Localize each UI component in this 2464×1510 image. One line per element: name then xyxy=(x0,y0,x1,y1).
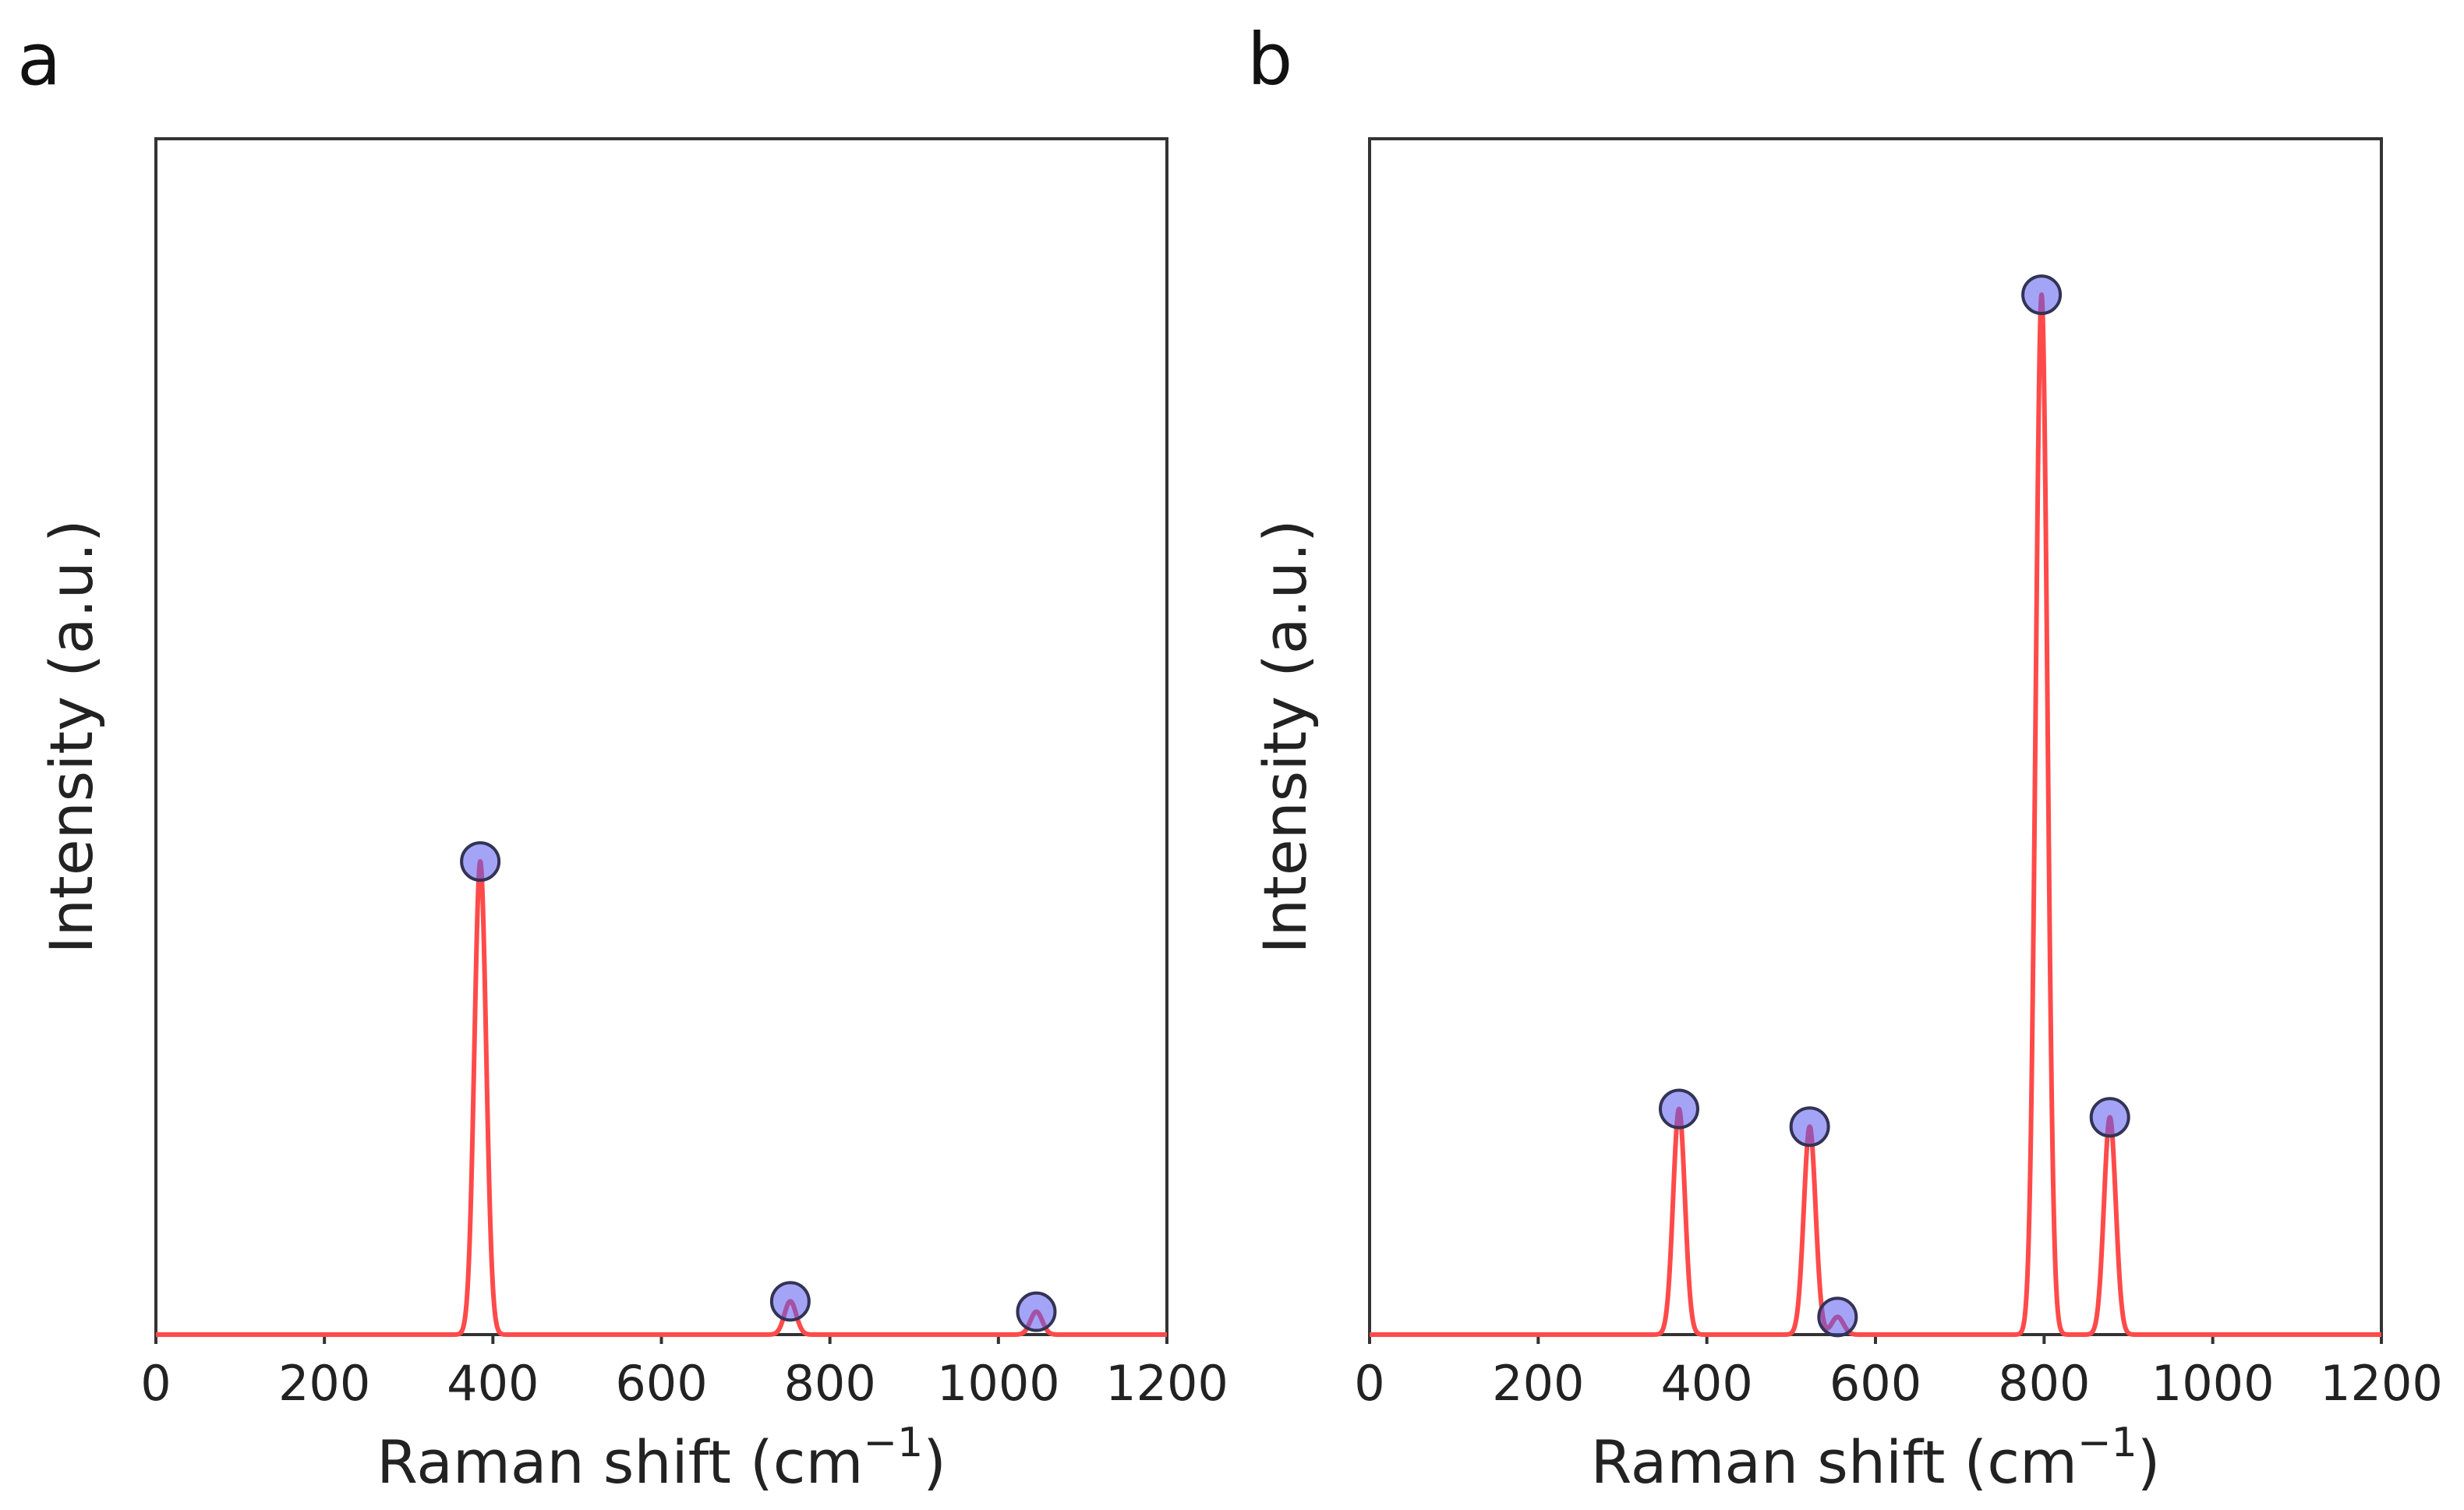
panel-b-spectrum-line xyxy=(1367,292,2384,1337)
panel-a-x-axis-label: Raman shift (cm−1) xyxy=(376,1420,946,1497)
panel-b: b 0 200 400 600 800 1000 1200 Raman shift (cm−… xyxy=(1247,18,2443,1497)
panel-b-x-tick-label-400: 400 xyxy=(1660,1355,1752,1412)
panel-b-y-axis-label: Intensity (a.u.) xyxy=(1250,519,1320,953)
panel-a-x-tick-label-400: 400 xyxy=(447,1355,539,1412)
panel-a-x-ticks: 0 200 400 600 800 1000 1200 xyxy=(140,1335,1228,1412)
panel-a-peak-marker-1 xyxy=(460,841,501,882)
panel-a-x-tick-label-200: 200 xyxy=(278,1355,370,1412)
panel-a-plot-frame xyxy=(154,137,1168,1336)
panel-a-letter: a xyxy=(17,18,61,101)
panel-b-x-axis-label: Raman shift (cm−1) xyxy=(1591,1420,2161,1497)
panel-a: a 0 200 400 600 800 1000 1200 Raman shift (cm−… xyxy=(17,18,1228,1497)
panel-a-x-tick-label-1000: 1000 xyxy=(937,1355,1060,1412)
panel-b-peak-marker-3 xyxy=(1817,1296,1858,1338)
panel-b-x-ticks: 0 200 400 600 800 1000 1200 xyxy=(1354,1335,2443,1412)
panel-b-letter: b xyxy=(1247,18,1292,101)
panel-b-peak-marker-5 xyxy=(2089,1097,2130,1138)
panel-b-x-tick-label-200: 200 xyxy=(1492,1355,1584,1412)
panel-b-peak-marker-2 xyxy=(1789,1106,1830,1148)
panel-a-x-tick-label-600: 600 xyxy=(615,1355,707,1412)
panel-a-series xyxy=(154,841,1169,1337)
panel-b-peak-marker-1 xyxy=(1658,1088,1699,1130)
panel-b-x-tick-label-1200: 1200 xyxy=(2320,1355,2443,1412)
panel-b-series xyxy=(1367,274,2384,1338)
panel-a-x-tick-label-800: 800 xyxy=(783,1355,875,1412)
panel-b-plot-frame xyxy=(1368,137,2383,1336)
panel-b-peak-marker-4 xyxy=(2021,274,2063,316)
panel-a-y-axis-label: Intensity (a.u.) xyxy=(37,519,106,953)
panel-a-spectrum-line xyxy=(154,859,1169,1337)
panel-a-x-tick-label-0: 0 xyxy=(140,1355,171,1412)
panel-a-x-tick-label-1200: 1200 xyxy=(1105,1355,1228,1412)
panel-b-x-tick-label-600: 600 xyxy=(1829,1355,1921,1412)
panel-b-x-tick-label-800: 800 xyxy=(1998,1355,2090,1412)
panel-a-peak-marker-2 xyxy=(769,1281,811,1322)
panel-b-x-tick-label-1000: 1000 xyxy=(2151,1355,2275,1412)
panel-b-x-tick-label-0: 0 xyxy=(1354,1355,1384,1412)
panel-a-peak-marker-3 xyxy=(1016,1291,1057,1332)
